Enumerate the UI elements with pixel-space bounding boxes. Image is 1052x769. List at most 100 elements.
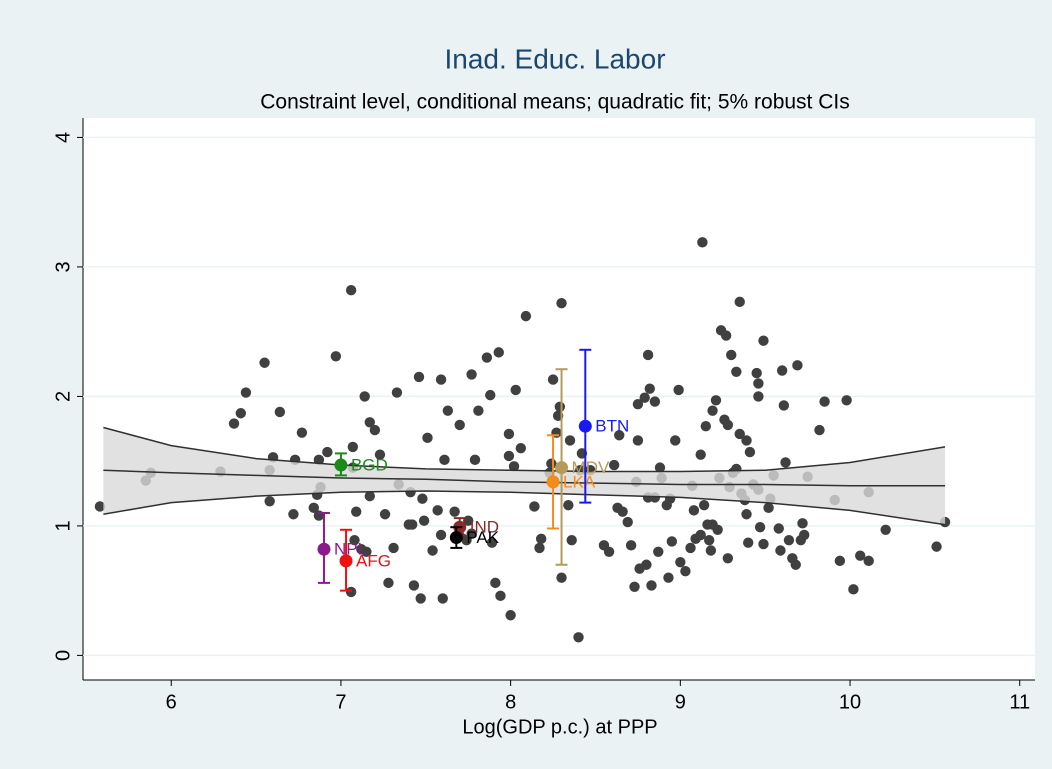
scatter-point <box>744 446 756 458</box>
scatter-point <box>642 349 654 361</box>
fit-line <box>103 469 946 487</box>
scatter-point <box>383 577 394 589</box>
scatter-point <box>753 378 764 389</box>
scatter-point <box>855 550 866 561</box>
country-label: AFG <box>356 551 391 570</box>
scatter-point <box>707 405 718 416</box>
scatter-point <box>632 398 644 410</box>
scatter-point <box>417 493 428 504</box>
scatter-point <box>695 529 706 541</box>
scatter-point <box>814 424 825 436</box>
scatter-point <box>663 572 674 583</box>
scatter-point <box>274 406 286 418</box>
country-label: MDV <box>572 458 610 477</box>
scatter-point <box>603 546 615 558</box>
scatter-point <box>566 534 577 546</box>
scatter-point <box>625 540 637 551</box>
scatter-point <box>797 518 808 529</box>
scatter-point <box>481 352 493 363</box>
country-label: BGD <box>351 456 388 475</box>
y-tick-label: 3 <box>52 261 74 272</box>
x-tick-label: 9 <box>675 691 686 713</box>
scatter-point <box>753 391 764 402</box>
scatter-point <box>356 544 367 555</box>
scatter-point <box>391 387 403 398</box>
scatter-point <box>743 537 754 548</box>
scatter-point <box>734 428 745 440</box>
scatter-point <box>288 509 299 520</box>
scatter-point <box>608 459 620 471</box>
scatter-point <box>495 590 506 602</box>
scatter-point <box>673 384 684 396</box>
scatter-point <box>698 499 710 511</box>
scatter-point <box>554 401 566 412</box>
scatter-point <box>778 400 790 411</box>
scatter-point <box>848 584 859 595</box>
x-tick-label: 10 <box>839 691 861 713</box>
scatter-point <box>369 424 381 436</box>
scatter-point <box>535 533 547 545</box>
scatter-point <box>841 395 852 406</box>
scatter-point <box>700 420 711 432</box>
scatter-point <box>546 458 557 469</box>
scatter-point <box>469 454 481 466</box>
scatter-point <box>322 446 333 458</box>
scatter-point <box>437 593 448 604</box>
scatter-point <box>670 435 681 446</box>
scatter-point <box>695 449 706 460</box>
scatter-point <box>863 555 874 567</box>
scatter-point <box>880 524 891 535</box>
scatter-point <box>792 360 803 371</box>
scatter-point <box>415 593 426 604</box>
scatter-point <box>240 387 252 398</box>
scatter-point <box>780 457 791 468</box>
scatter-point <box>632 435 644 446</box>
scatter-point <box>617 506 628 517</box>
scatter-point <box>534 542 545 554</box>
scatter-point <box>510 384 521 396</box>
scatter-point <box>330 351 342 362</box>
scatter-point <box>680 566 691 577</box>
scatter-point <box>349 534 360 546</box>
scatter-point <box>422 432 433 444</box>
scatter-point <box>473 405 484 416</box>
country-label: IND <box>470 518 499 537</box>
scatter-point <box>94 501 106 512</box>
scatter-point <box>722 553 734 564</box>
scatter-point <box>547 374 559 385</box>
scatter-point <box>379 509 391 520</box>
scatter-point <box>308 502 319 513</box>
scatter-point <box>741 435 752 446</box>
scatter-point <box>754 521 766 533</box>
scatter-point <box>629 581 640 592</box>
scatter-point <box>264 496 275 507</box>
scatter-point <box>763 502 774 513</box>
x-axis-label: Log(GDP p.c.) at PPP <box>462 716 657 738</box>
country-point <box>449 531 463 545</box>
x-tick-label: 8 <box>505 691 516 713</box>
scatter-point <box>454 419 465 431</box>
scatter-point <box>675 556 686 568</box>
scatter-point <box>313 510 325 521</box>
country-point <box>317 542 331 556</box>
scatter-point <box>644 383 655 394</box>
scatter-point <box>486 537 498 548</box>
x-tick-label: 11 <box>1009 691 1030 713</box>
scatter-point <box>685 542 696 554</box>
scatter-point <box>345 586 357 598</box>
scatter-point <box>783 534 795 546</box>
plot-area <box>83 118 1035 680</box>
scatter-point <box>485 389 496 401</box>
scatter-point <box>654 462 666 473</box>
scatter-point <box>388 542 399 554</box>
country-point <box>334 458 348 472</box>
country-point <box>578 419 592 433</box>
scatter-point <box>646 580 657 591</box>
scatter-point <box>697 237 708 248</box>
scatter-point <box>435 529 447 541</box>
scatter-point <box>413 371 425 383</box>
scatter-point <box>359 391 370 402</box>
scatter-point <box>639 392 650 403</box>
scatter-point <box>490 577 501 589</box>
